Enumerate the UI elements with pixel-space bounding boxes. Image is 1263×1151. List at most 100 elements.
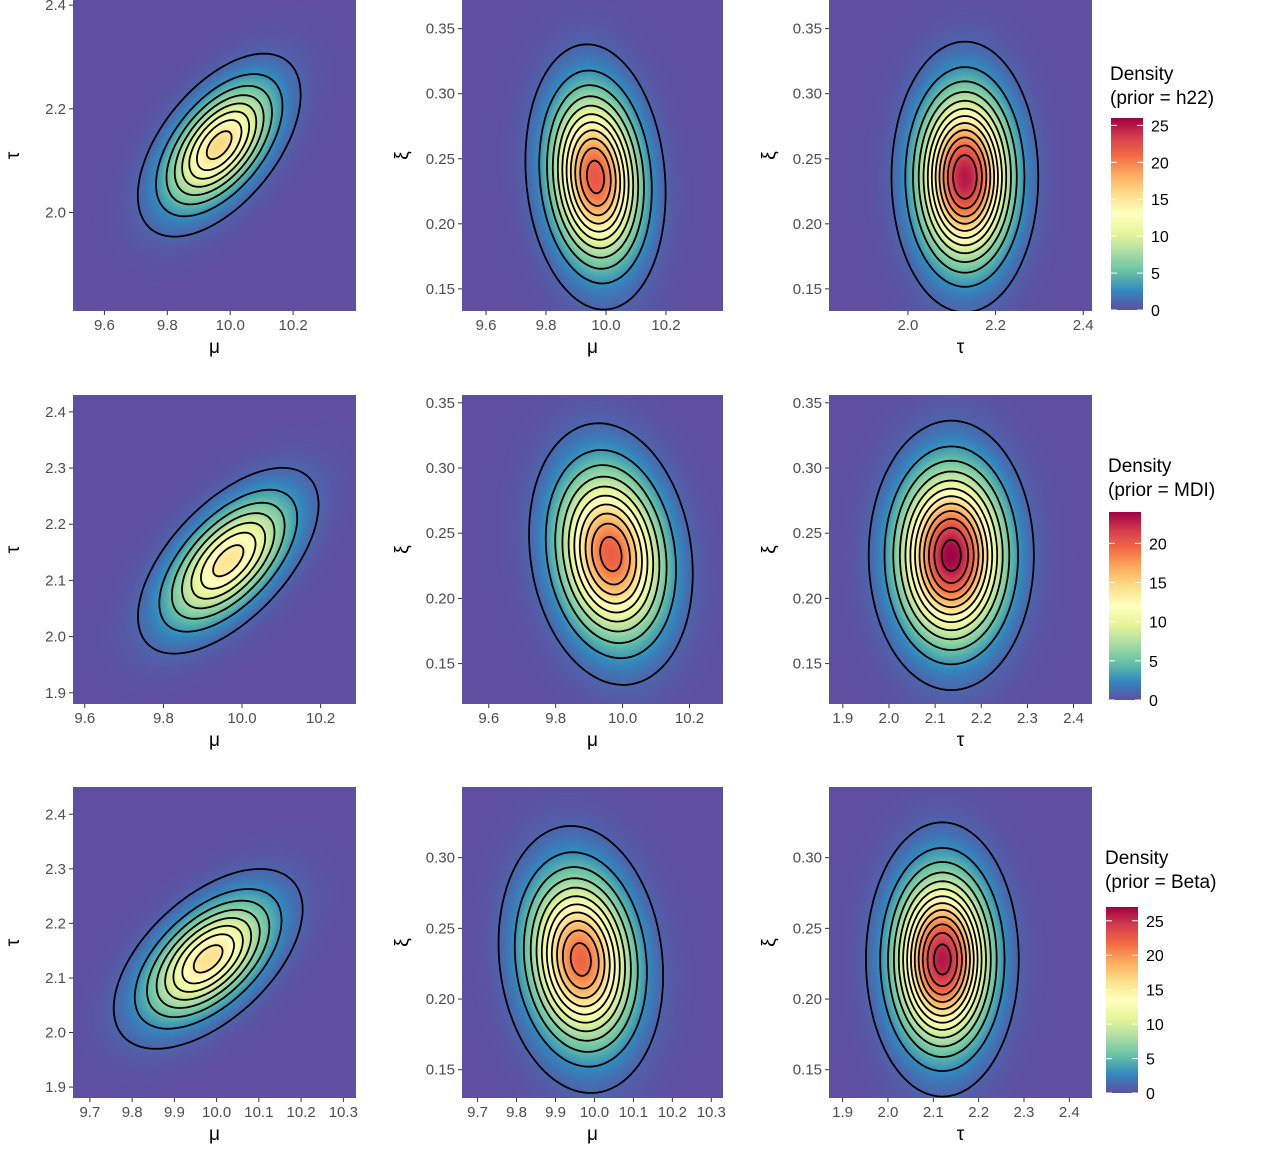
x-tick-label: 2.4 xyxy=(1063,710,1084,727)
contour-line xyxy=(578,503,643,605)
contour-line xyxy=(946,144,983,210)
legend-tick-label: 0 xyxy=(1149,693,1158,710)
y-tick-label: 0.35 xyxy=(426,395,455,412)
contour-line xyxy=(540,895,621,1024)
contour-line xyxy=(933,526,970,584)
contour-line xyxy=(513,851,648,1068)
x-axis-label: μ xyxy=(587,730,598,751)
x-tick-label: 10.1 xyxy=(619,1104,648,1121)
y-tick-label: 0.25 xyxy=(793,920,822,937)
contour-line xyxy=(865,821,1020,1098)
legend-tick-label: 25 xyxy=(1151,118,1169,135)
x-tick-label: 9.7 xyxy=(467,1104,488,1121)
contour-line xyxy=(137,466,320,655)
y-axis-label: ξ xyxy=(392,938,413,947)
panel-r2-c1: 9.7 9.8 9.9 10.0 10.1 10.2 10.3 0.15 0.20 0.25 0.3… xyxy=(392,787,726,1145)
legend-1: Density (prior = MDI) 0 5 10 15 20 xyxy=(1108,456,1215,710)
contour-line xyxy=(913,908,971,1010)
y-axis-label: ξ xyxy=(392,151,413,160)
x-axis-label: μ xyxy=(209,337,220,358)
x-tick-label: 9.9 xyxy=(545,1104,566,1121)
x-tick-label: 10.2 xyxy=(306,710,335,727)
contour-line xyxy=(172,924,244,993)
x-tick-label: 10.2 xyxy=(658,1104,687,1121)
contour-line xyxy=(561,475,661,633)
panel-r1-c2: 1.9 2.0 2.1 2.2 2.3 2.4 0.15 0.20 0.25 0.30 0.35 τ ξ xyxy=(759,395,1092,751)
legend-2: Density (prior = Beta) 0 5 10 15 20 25 xyxy=(1105,848,1216,1103)
contour-line xyxy=(181,933,235,985)
contour-line xyxy=(892,871,992,1048)
contour-line xyxy=(917,915,968,1003)
x-tick-label: 9.8 xyxy=(506,1104,527,1121)
x-tick-label: 2.2 xyxy=(985,317,1006,334)
density-heatmap xyxy=(73,787,356,1098)
x-tick-label: 9.7 xyxy=(79,1104,100,1121)
contour-line xyxy=(528,422,694,686)
x-tick-label: 9.6 xyxy=(478,710,499,727)
contour-line xyxy=(922,99,1008,255)
y-axis-label: τ xyxy=(3,151,24,159)
legend-title: Density xyxy=(1105,848,1169,869)
legend-tick-label: 10 xyxy=(1149,615,1167,632)
contour-line xyxy=(887,860,998,1058)
x-tick-label: 2.0 xyxy=(879,710,900,727)
contour-line xyxy=(181,102,258,188)
x-tick-label: 9.8 xyxy=(122,1104,143,1121)
contour-line xyxy=(205,130,233,161)
y-tick-label: 0.20 xyxy=(426,590,455,607)
x-tick-label: 2.2 xyxy=(971,710,992,727)
y-axis-label: ξ xyxy=(759,151,780,160)
x-tick-label: 2.4 xyxy=(1073,317,1094,334)
legend-tick-label: 20 xyxy=(1146,948,1164,965)
contour-line xyxy=(200,531,257,590)
x-tick-label: 1.9 xyxy=(832,1104,853,1121)
legend-tick-label: 20 xyxy=(1149,536,1167,553)
legend-subtitle: (prior = Beta) xyxy=(1105,872,1216,893)
y-tick-label: 0.15 xyxy=(426,1062,455,1079)
contour-line xyxy=(192,944,224,974)
x-tick-label: 9.6 xyxy=(476,317,497,334)
y-tick-label: 0.15 xyxy=(793,281,822,298)
x-tick-label: 9.8 xyxy=(157,317,178,334)
contour-line xyxy=(569,129,622,225)
legend-tick-label: 10 xyxy=(1146,1017,1164,1034)
contour-line xyxy=(545,903,616,1016)
y-tick-label: 2.2 xyxy=(45,101,66,118)
y-tick-label: 2.4 xyxy=(45,0,66,14)
contour-line xyxy=(890,40,1040,311)
contour-line xyxy=(898,470,1004,641)
contour-line xyxy=(551,95,640,259)
x-tick-label: 9.9 xyxy=(164,1104,185,1121)
x-tick-label: 2.4 xyxy=(1059,1104,1080,1121)
y-tick-label: 1.9 xyxy=(45,685,66,702)
panel-r0-c2: 2.0 2.2 2.4 0.15 0.20 0.25 0.30 0.35 τ ξ xyxy=(759,0,1094,358)
y-tick-label: 2.2 xyxy=(45,915,66,932)
x-tick-label: 10.2 xyxy=(651,317,680,334)
legend-colorbar xyxy=(1109,512,1141,700)
contour-line xyxy=(906,895,979,1024)
contour-line xyxy=(590,522,631,586)
contour-line xyxy=(538,69,653,285)
contour-line xyxy=(133,888,283,1030)
contour-line xyxy=(918,502,984,609)
legend-tick-label: 5 xyxy=(1149,654,1158,671)
contour-line xyxy=(497,824,665,1094)
x-axis-label: μ xyxy=(209,730,220,751)
legend-subtitle: (prior = h22) xyxy=(1110,88,1214,109)
y-tick-label: 0.30 xyxy=(426,850,455,867)
y-tick-label: 2.0 xyxy=(45,629,66,646)
y-tick-label: 0.15 xyxy=(426,281,455,298)
density-heatmap xyxy=(462,787,723,1098)
contour-line xyxy=(883,445,1020,666)
x-tick-label: 9.6 xyxy=(74,710,95,727)
y-tick-label: 0.20 xyxy=(426,991,455,1008)
x-axis-label: μ xyxy=(587,337,598,358)
y-tick-label: 0.15 xyxy=(426,656,455,673)
x-tick-label: 10.1 xyxy=(244,1104,273,1121)
contour-line xyxy=(158,488,299,633)
y-axis-label: ξ xyxy=(759,938,780,947)
contour-line xyxy=(902,888,983,1031)
y-tick-label: 0.35 xyxy=(426,21,455,38)
contour-line xyxy=(565,121,626,233)
